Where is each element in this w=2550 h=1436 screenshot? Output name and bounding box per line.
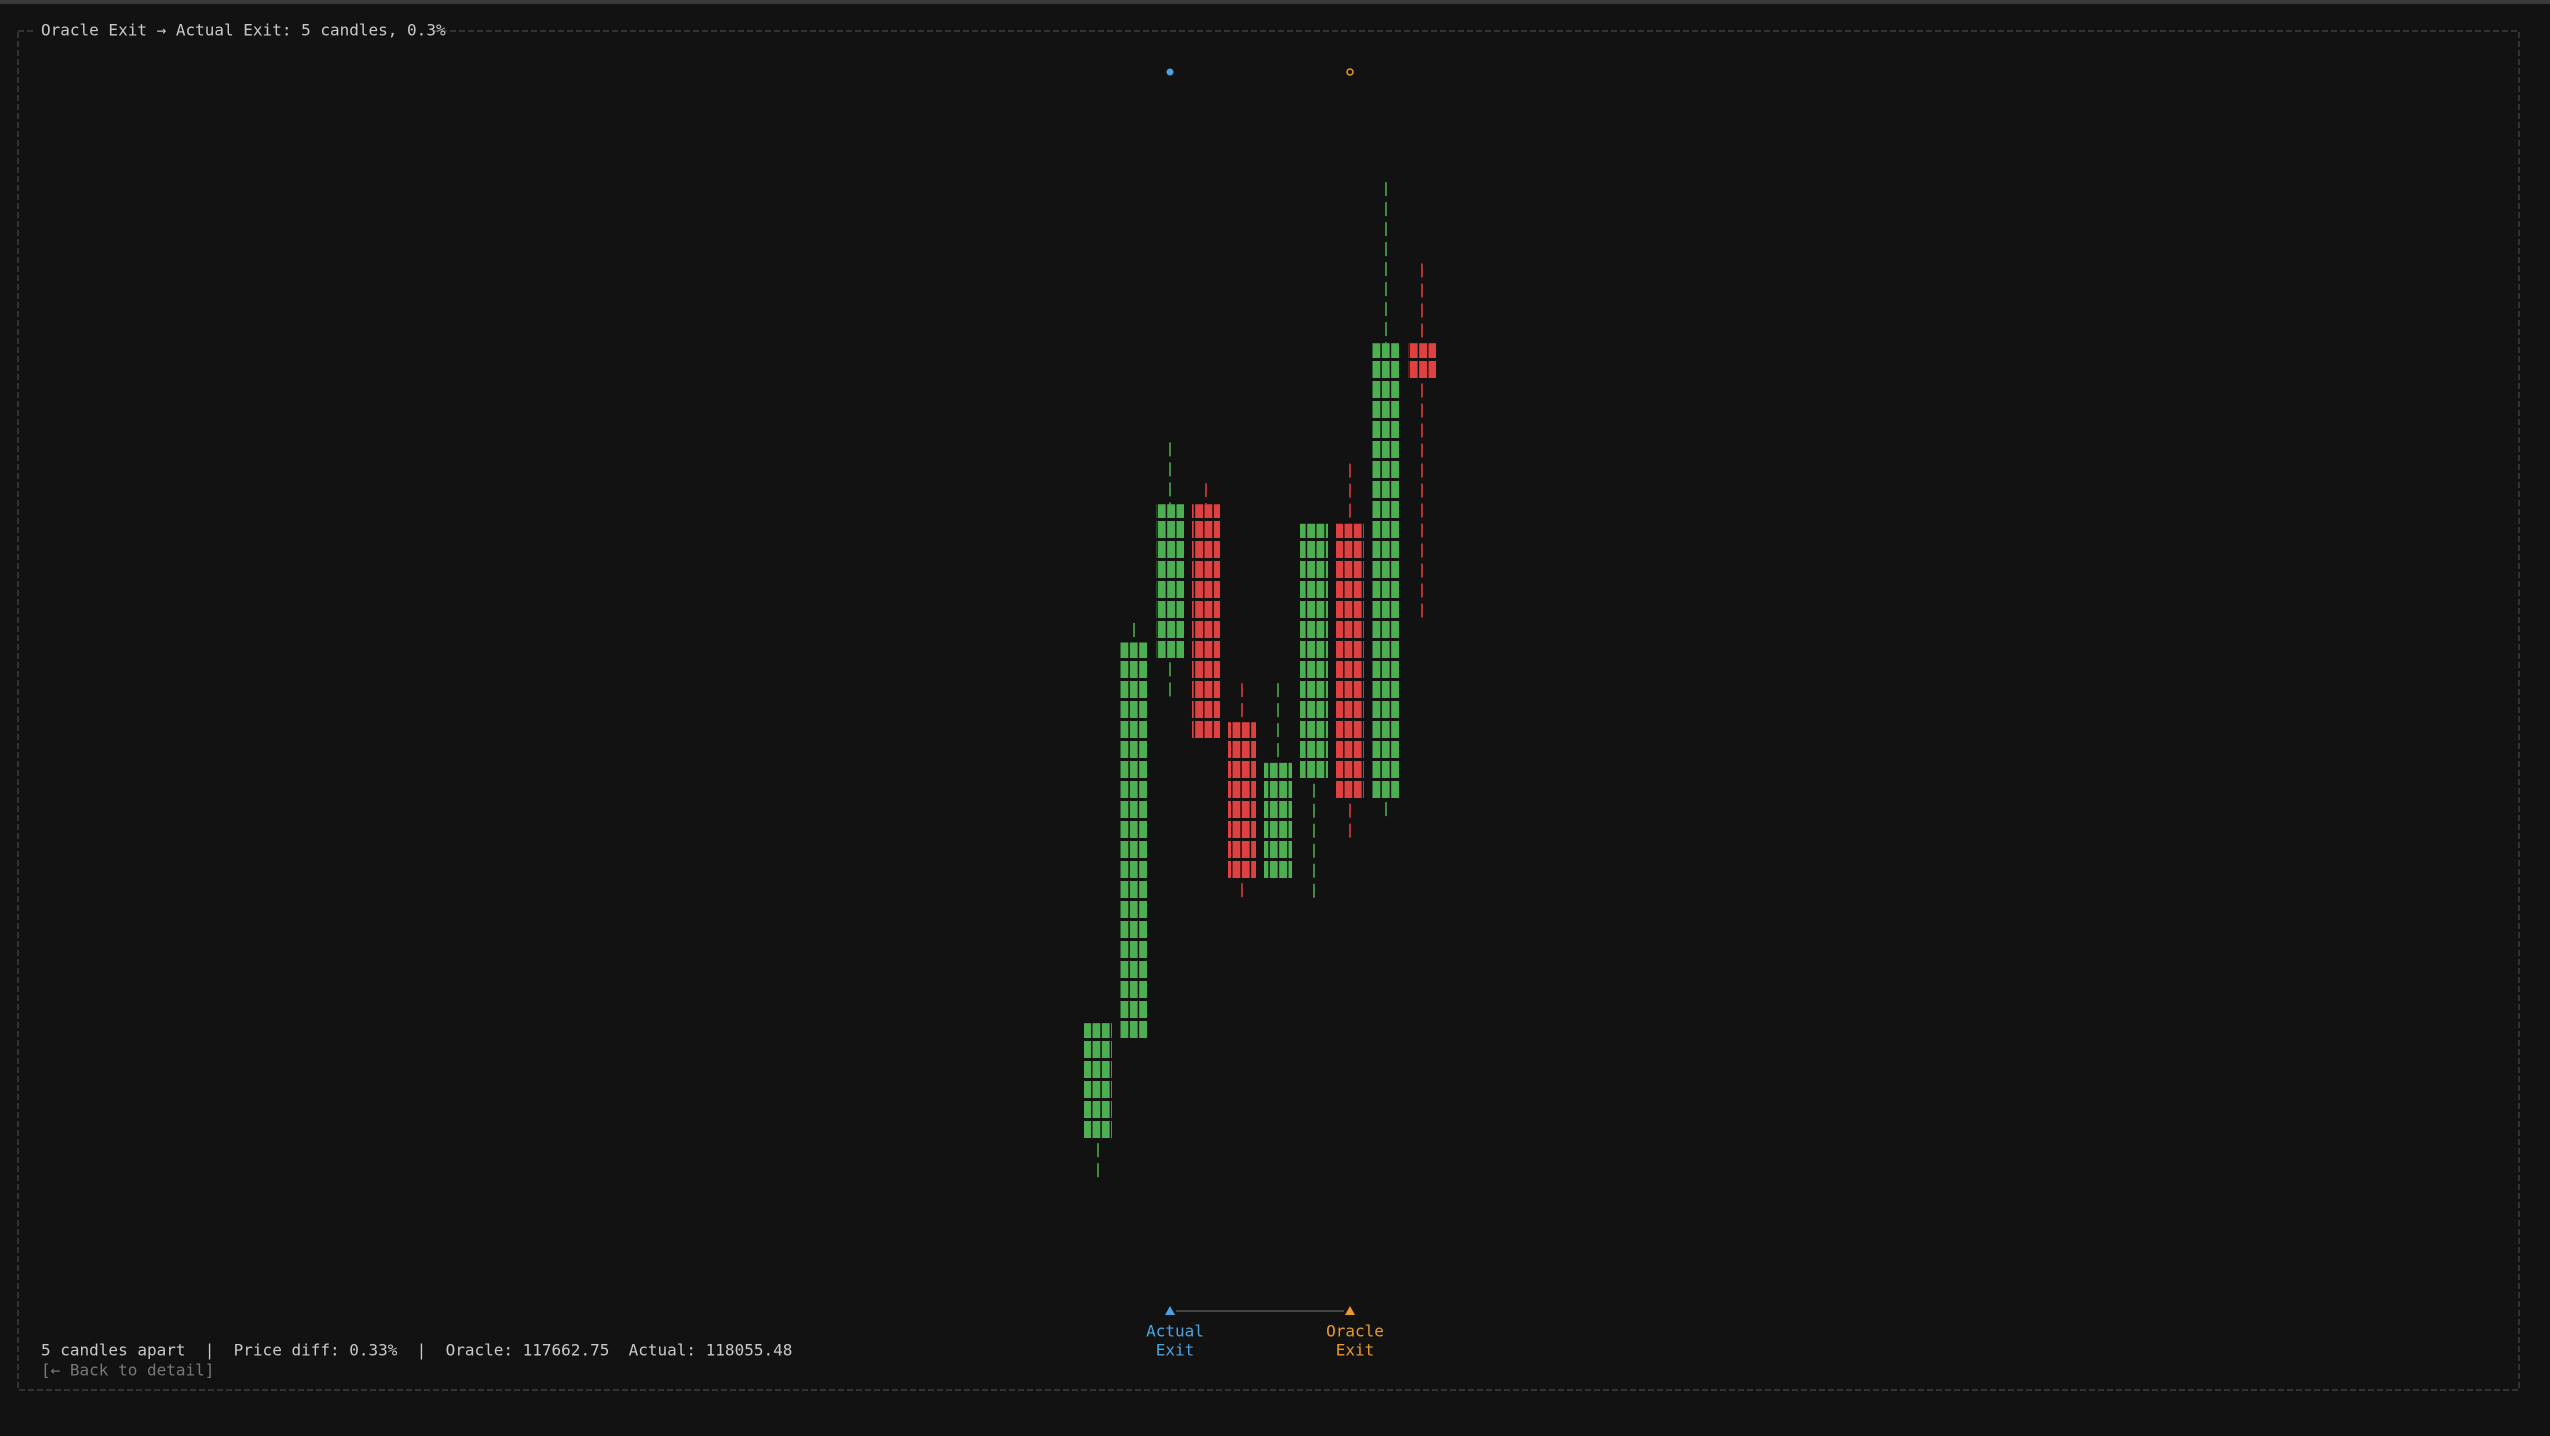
candle-body <box>1084 1023 1112 1141</box>
top-ring <box>1346 68 1354 76</box>
candle-body <box>1264 762 1292 880</box>
exit-label: Exit <box>1156 1341 1195 1360</box>
exit-triangle <box>1345 1306 1355 1315</box>
exit-label: Oracle <box>1326 1322 1384 1341</box>
candle-body <box>1336 523 1364 801</box>
candle-body <box>1408 343 1436 381</box>
candle-body <box>1372 343 1400 801</box>
candle-body <box>1228 722 1256 880</box>
exit-label: Exit <box>1336 1341 1375 1360</box>
summary: 5 candles apart | Price diff: 0.33% | Or… <box>41 1341 792 1360</box>
back-link[interactable]: [← Back to detail] <box>41 1361 214 1380</box>
exit-label: Actual <box>1146 1322 1204 1341</box>
top-dot <box>1166 68 1174 76</box>
frame <box>17 30 2520 1391</box>
title: Oracle Exit → Actual Exit: 5 candles, 0.… <box>41 21 446 40</box>
exit-triangle <box>1165 1306 1175 1315</box>
candle-body <box>1300 523 1328 781</box>
candle-body <box>1156 504 1184 661</box>
top-bar <box>0 0 2550 4</box>
candle-body <box>1192 504 1220 741</box>
candle-body <box>1120 642 1148 1041</box>
title-bg <box>34 20 429 42</box>
